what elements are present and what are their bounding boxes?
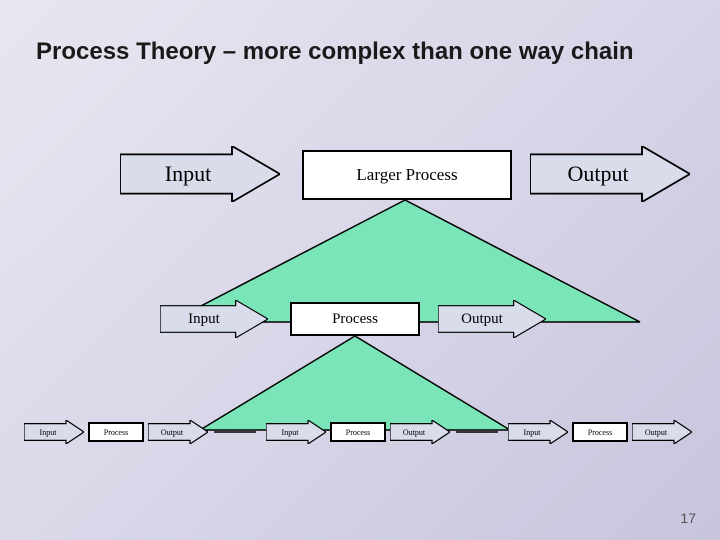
- level1-output-label: Output: [518, 161, 678, 187]
- level3-process-label: Process: [588, 428, 612, 437]
- level3-process-box: Process: [88, 422, 144, 442]
- slide-number: 17: [680, 510, 696, 526]
- level2-output-label: Output: [428, 311, 536, 328]
- level3-input-arrow: Input: [266, 420, 326, 444]
- level3-input-arrow: Input: [24, 420, 84, 444]
- level1-output-arrow: Output: [530, 146, 690, 202]
- level1-process-label: Larger Process: [356, 165, 457, 185]
- level3-input-arrow: Input: [508, 420, 568, 444]
- level1-process-box: Larger Process: [302, 150, 512, 200]
- level2-process-label: Process: [332, 311, 378, 328]
- level3-process-box: Process: [572, 422, 628, 442]
- arrow-label: Output: [384, 428, 444, 437]
- slide-background: [0, 0, 720, 540]
- arrow-label: Input: [502, 428, 562, 437]
- level2-output-arrow: Output: [438, 300, 546, 338]
- arrow-label: Input: [260, 428, 320, 437]
- arrow-label: Input: [18, 428, 78, 437]
- arrow-label: Output: [626, 428, 686, 437]
- level3-output-arrow: Output: [632, 420, 692, 444]
- level3-process-label: Process: [346, 428, 370, 437]
- level3-output-arrow: Output: [390, 420, 450, 444]
- level3-process-box: Process: [330, 422, 386, 442]
- level2-input-label: Input: [150, 311, 258, 328]
- level2-input-arrow: Input: [160, 300, 268, 338]
- slide-title: Process Theory – more complex than one w…: [36, 38, 634, 66]
- arrow-label: Output: [142, 428, 202, 437]
- level3-output-arrow: Output: [148, 420, 208, 444]
- level3-process-label: Process: [104, 428, 128, 437]
- level2-process-box: Process: [290, 302, 420, 336]
- level1-input-arrow: Input: [120, 146, 280, 202]
- level1-input-label: Input: [108, 161, 268, 187]
